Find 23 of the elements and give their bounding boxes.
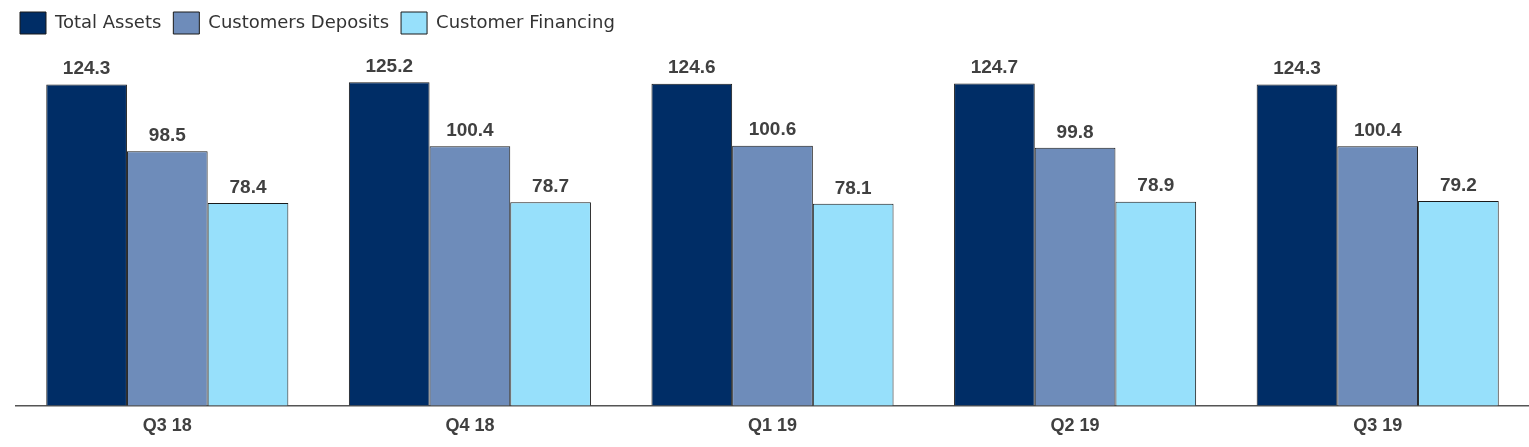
data-label: 99.8: [1056, 120, 1094, 142]
data-label: 124.3: [1273, 57, 1321, 79]
x-tick-label: Q3 18: [142, 415, 192, 436]
data-label: 98.5: [148, 123, 187, 145]
data-label: 100.4: [1353, 118, 1402, 140]
legend-label: Total Assets: [54, 10, 162, 32]
data-label: 78.9: [1137, 174, 1175, 196]
x-tick-label: Q3 19: [1353, 415, 1403, 436]
data-label: 78.7: [532, 174, 570, 196]
x-tick-label: Q4 18: [445, 415, 495, 436]
legend-label: Customer Financing: [436, 10, 615, 32]
data-label: 124.6: [668, 56, 716, 78]
data-label: 124.3: [62, 57, 111, 79]
data-label: 124.7: [970, 56, 1019, 78]
data-label: 79.2: [1439, 173, 1477, 195]
data-label: 100.6: [748, 118, 797, 140]
legend-label: Customers Deposits: [208, 10, 390, 32]
x-tick-label: Q1 19: [747, 415, 798, 436]
x-tick-label: Q2 19: [1050, 415, 1100, 436]
data-label: 78.1: [834, 176, 873, 198]
data-label: 125.2: [365, 54, 413, 76]
data-label: 78.4: [229, 175, 267, 197]
data-label: 100.4: [446, 118, 495, 140]
